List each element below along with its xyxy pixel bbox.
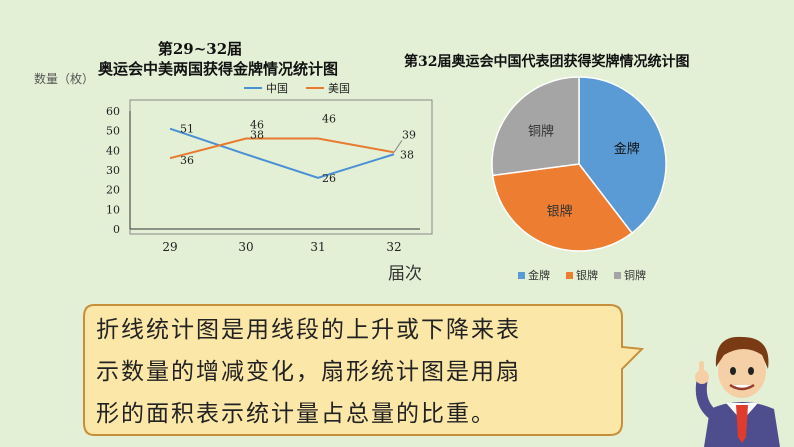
data-label-leader [393,140,403,153]
series-line-美国 [169,137,395,160]
speech-bubble [83,304,644,436]
data-label: 46 [322,113,336,126]
y-tick-label: 40 [106,144,120,157]
legend-label: 银牌 [576,268,598,282]
legend-swatch [518,272,525,279]
pie-slice-label: 金牌 [614,141,640,157]
x-tick-label: 30 [238,240,253,254]
pie-slice-label: 铜牌 [528,124,554,140]
data-label: 38 [400,148,414,161]
data-label: 39 [402,128,416,141]
callout-line-3: 形的面积表示统计量占总量的比重。 [96,401,496,427]
data-label: 36 [180,154,194,167]
line-chart-title-line2: 奥运会中美两国获得金牌情况统计图 [97,60,338,78]
callout-line-2: 示数量的增减变化，扇形统计图是用扇 [96,359,521,385]
x-tick-label: 32 [386,240,401,254]
x-tick-label: 29 [162,240,177,254]
legend-swatch [566,272,573,279]
y-tick-label: 60 [106,105,120,118]
x-tick-label: 31 [310,240,325,254]
data-label: 26 [322,172,336,185]
y-tick-label: 50 [106,125,120,138]
y-tick-label: 30 [106,164,120,177]
plot-frame [129,99,433,235]
y-tick-label: 10 [106,203,120,216]
data-label: 51 [180,123,194,136]
pie-slice-铜牌 [491,76,580,177]
legend-label: 美国 [328,82,350,95]
line-chart: 0 10 20 30 40 50 60 29 30 31 32 中国 美国 51 38 26 38 36 46 46 3… [106,82,433,254]
data-label: 46 [250,119,264,132]
y-tick-label: 20 [106,184,120,197]
legend-label: 金牌 [528,268,550,282]
line-chart-x-axis-label: 届次 [388,264,422,284]
line-chart-title-line1: 第29~32届 [157,40,243,58]
pie-slice-金牌 [578,76,667,235]
legend-swatch [614,272,621,279]
data-label: 38 [250,128,264,141]
y-tick-label: 0 [113,223,120,236]
pie-slice-label: 银牌 [547,204,573,220]
callout-line-1: 折线统计图是用线段的上升或下降来表 [96,317,521,343]
series-line-中国 [169,127,395,179]
teacher-cartoon-icon [695,336,780,447]
legend-label: 中国 [266,82,288,95]
legend-label: 铜牌 [624,268,646,282]
pie-chart-title: 第32届奥运会中国代表团获得奖牌情况统计图 [404,54,690,70]
pie-slice-银牌 [491,163,634,252]
line-chart-y-axis-label: 数量（枚） [34,72,95,86]
